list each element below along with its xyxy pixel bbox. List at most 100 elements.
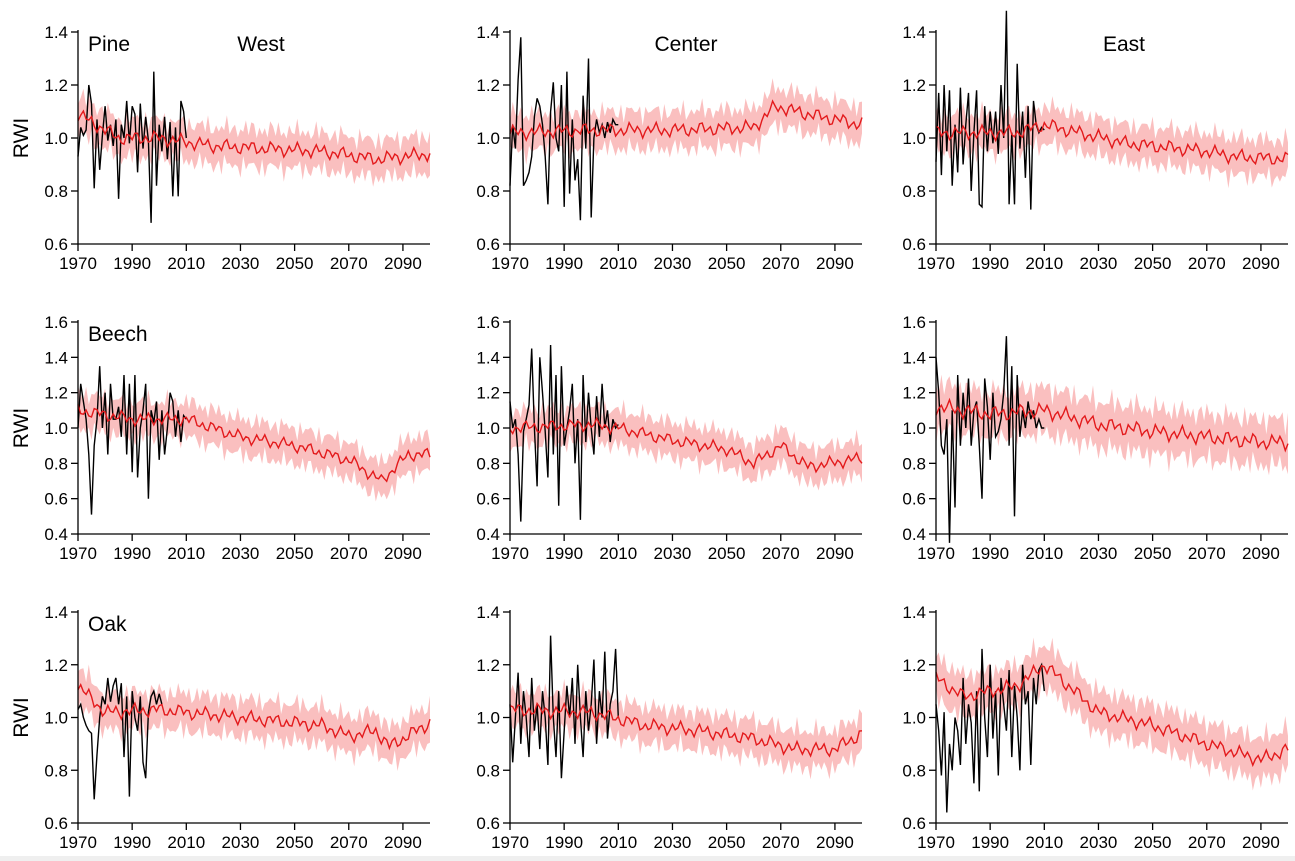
x-tick-label: 2070 xyxy=(330,544,368,563)
model-range-band xyxy=(510,78,862,165)
y-tick-label: 0.4 xyxy=(476,525,500,544)
y-tick-label: 1.4 xyxy=(44,23,68,42)
y-tick-label: 1.0 xyxy=(476,129,500,148)
x-tick-label: 1970 xyxy=(59,833,97,852)
y-tick-label: 1.0 xyxy=(44,419,68,438)
observed-series-line xyxy=(77,677,163,800)
column-label: Center xyxy=(654,33,717,56)
y-tick-label: 1.2 xyxy=(44,384,68,403)
y-axis-title: RWI xyxy=(10,697,33,737)
row-label: Oak xyxy=(88,613,127,636)
x-tick-label: 2030 xyxy=(1080,544,1118,563)
model-mean-line xyxy=(509,701,863,758)
x-tick-label: 2070 xyxy=(330,833,368,852)
x-tick-label: 2090 xyxy=(1242,833,1280,852)
x-tick-label: 2050 xyxy=(1134,833,1172,852)
y-tick-label: 1.0 xyxy=(902,129,926,148)
y-tick-label: 0.6 xyxy=(44,814,68,833)
x-tick-label: 1970 xyxy=(491,544,529,563)
y-tick-label: 0.6 xyxy=(902,814,926,833)
x-tick-label: 2070 xyxy=(330,254,368,273)
y-tick-label: 1.0 xyxy=(44,709,68,728)
row-label: Beech xyxy=(88,323,148,346)
x-tick-label: 2010 xyxy=(1025,544,1063,563)
y-tick-label: 1.4 xyxy=(44,348,68,367)
x-tick-label: 2030 xyxy=(222,254,260,273)
x-tick-label: 2090 xyxy=(384,254,422,273)
panel-beech-west: 0.4 0.6 0.8 1.0 1.2 1.4 1.6 1970 1990 2010 2030 205… xyxy=(10,313,431,563)
observed-series-line xyxy=(509,635,619,779)
x-tick-label: 2070 xyxy=(762,254,800,273)
x-tick-label: 2010 xyxy=(599,544,637,563)
x-tick-label: 2030 xyxy=(1080,254,1118,273)
panel-oak-west: 0.6 0.8 1.0 1.2 1.4 1970 1990 2010 2030 2050 2070 2… xyxy=(10,603,431,852)
y-tick-label: 0.6 xyxy=(476,490,500,509)
model-range-band xyxy=(78,88,430,187)
row-label: Pine xyxy=(88,33,130,56)
x-tick-label: 2070 xyxy=(762,544,800,563)
x-tick-label: 2070 xyxy=(1188,254,1226,273)
y-tick-label: 1.6 xyxy=(902,313,926,332)
x-tick-label: 1970 xyxy=(59,544,97,563)
y-axis-title: RWI xyxy=(10,408,33,448)
panel-oak-east: 0.6 0.8 1.0 1.2 1.4 1970 1990 2010 2030 2050 2070 2… xyxy=(902,603,1289,852)
x-tick-label: 2070 xyxy=(762,833,800,852)
y-tick-label: 0.8 xyxy=(902,761,926,780)
column-label: West xyxy=(237,33,285,56)
x-tick-label: 2050 xyxy=(276,544,314,563)
panel-pine-west: 0.6 0.8 1.0 1.2 1.4 1970 1990 2010 2030 2050 2070 2… xyxy=(10,23,431,273)
x-tick-label: 1970 xyxy=(59,254,97,273)
y-tick-label: 0.8 xyxy=(44,182,68,201)
x-tick-label: 1970 xyxy=(491,833,529,852)
y-tick-label: 0.6 xyxy=(44,235,68,254)
x-tick-label: 1970 xyxy=(917,833,955,852)
y-tick-label: 1.2 xyxy=(902,384,926,403)
y-tick-label: 0.8 xyxy=(44,454,68,473)
x-tick-label: 1970 xyxy=(491,254,529,273)
panel-beech-center: 0.4 0.6 0.8 1.0 1.2 1.4 1.6 1970 1990 2010 2030 205… xyxy=(476,313,863,563)
x-tick-label: 1970 xyxy=(917,544,955,563)
x-tick-label: 2050 xyxy=(708,544,746,563)
x-tick-label: 2050 xyxy=(708,833,746,852)
x-tick-label: 2030 xyxy=(222,833,260,852)
y-tick-label: 1.4 xyxy=(902,348,926,367)
panel-pine-east: 0.6 0.8 1.0 1.2 1.4 1970 1990 2010 2030 2050 2070 2… xyxy=(902,10,1289,273)
y-tick-label: 1.0 xyxy=(476,419,500,438)
x-tick-label: 1990 xyxy=(545,254,583,273)
x-tick-label: 1990 xyxy=(113,833,151,852)
x-tick-label: 1990 xyxy=(971,254,1009,273)
y-tick-label: 1.4 xyxy=(902,603,926,622)
x-tick-label: 2010 xyxy=(167,254,205,273)
x-tick-label: 2030 xyxy=(1080,833,1118,852)
x-tick-label: 2010 xyxy=(1025,254,1063,273)
y-tick-label: 1.2 xyxy=(476,384,500,403)
x-tick-label: 2050 xyxy=(276,254,314,273)
y-tick-label: 1.2 xyxy=(476,656,500,675)
y-tick-label: 1.4 xyxy=(476,603,500,622)
y-tick-label: 0.8 xyxy=(902,454,926,473)
x-tick-label: 2090 xyxy=(816,544,854,563)
y-tick-label: 0.6 xyxy=(902,490,926,509)
y-tick-label: 0.6 xyxy=(902,235,926,254)
y-tick-label: 1.0 xyxy=(902,709,926,728)
y-tick-label: 1.2 xyxy=(44,76,68,95)
x-tick-label: 2070 xyxy=(1188,833,1226,852)
x-tick-label: 2090 xyxy=(1242,254,1280,273)
y-tick-label: 0.8 xyxy=(902,182,926,201)
model-range-band xyxy=(936,374,1288,476)
y-axis-title: RWI xyxy=(10,118,33,158)
x-tick-label: 2050 xyxy=(1134,254,1172,273)
y-tick-label: 1.4 xyxy=(44,603,68,622)
x-tick-label: 2050 xyxy=(708,254,746,273)
x-tick-label: 2070 xyxy=(1188,544,1226,563)
y-tick-label: 0.6 xyxy=(476,814,500,833)
observed-series-line xyxy=(77,366,187,515)
x-tick-label: 2010 xyxy=(167,833,205,852)
x-tick-label: 2010 xyxy=(1025,833,1063,852)
x-tick-label: 2090 xyxy=(816,254,854,273)
x-tick-label: 2030 xyxy=(654,833,692,852)
y-tick-label: 0.8 xyxy=(476,182,500,201)
x-tick-label: 2010 xyxy=(599,254,637,273)
